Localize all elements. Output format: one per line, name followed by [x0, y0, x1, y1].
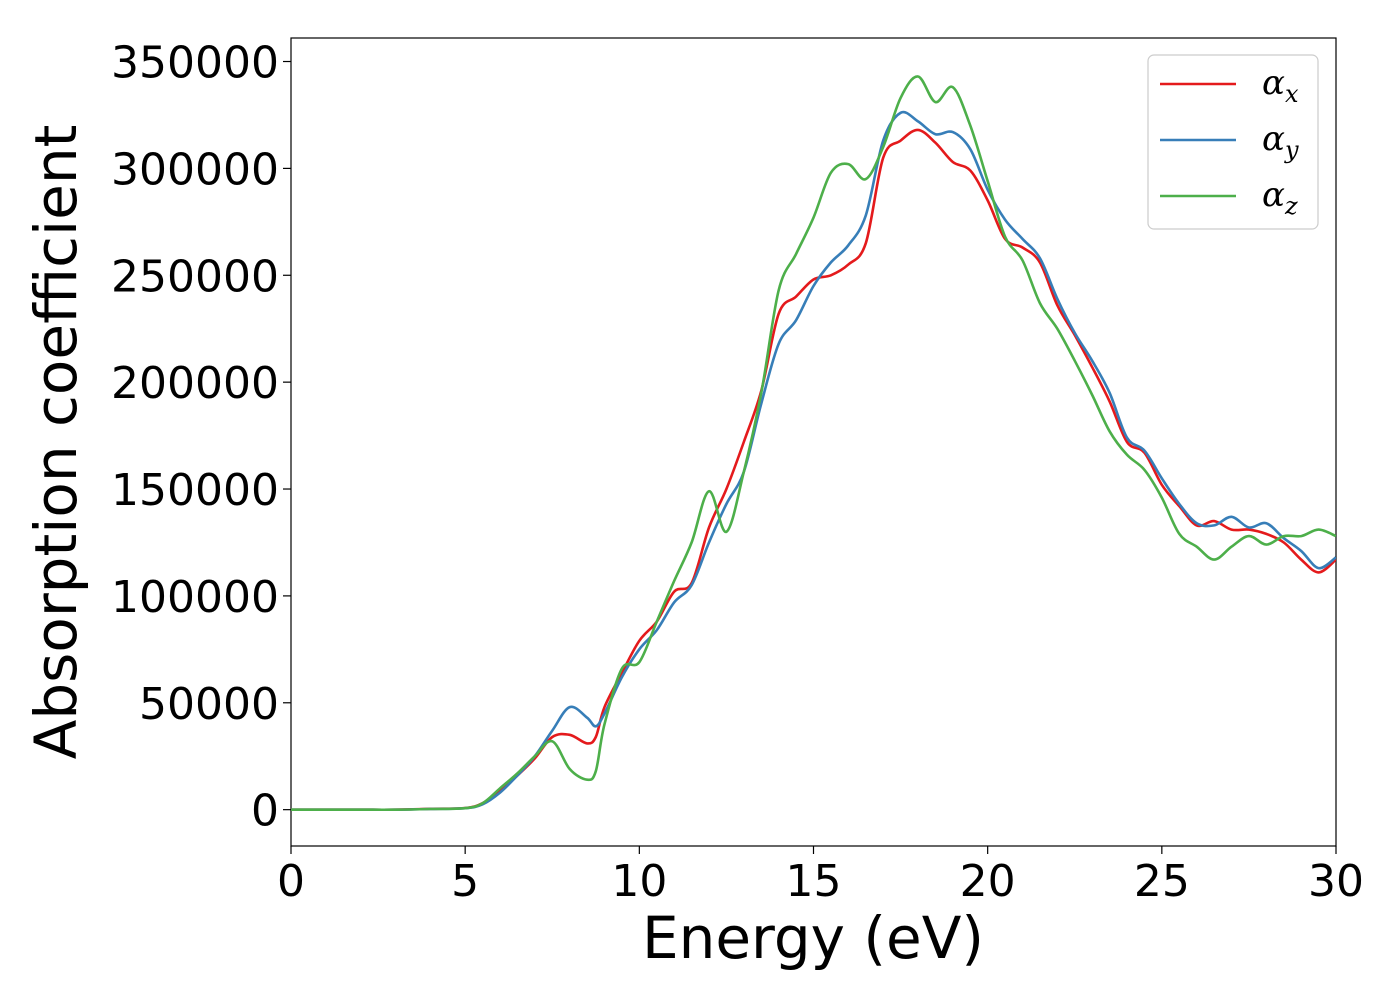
- x-tick-label: 20: [960, 856, 1016, 907]
- y-tick-label: 100000: [111, 572, 279, 623]
- x-tick-label: 10: [611, 856, 667, 907]
- series-layer: [291, 75, 1336, 812]
- x-tick-label: 15: [786, 856, 842, 907]
- y-tick-label: 200000: [111, 358, 279, 409]
- legend-label-z: αz: [1262, 175, 1298, 220]
- legend-label-symbol: α: [1262, 119, 1285, 159]
- legend-label-y: αy: [1262, 119, 1299, 164]
- x-tick-label: 25: [1134, 856, 1190, 907]
- x-tick-label: 0: [277, 856, 305, 907]
- y-tick-label: 150000: [111, 465, 279, 516]
- legend-label-symbol: α: [1262, 63, 1285, 103]
- legend-label-subscript: x: [1285, 80, 1299, 108]
- legend-label-x: αx: [1262, 63, 1299, 108]
- x-tick-label: 30: [1308, 856, 1364, 907]
- x-tick-label: 5: [451, 856, 479, 907]
- x-axis-title: Energy (eV): [642, 904, 984, 972]
- y-axis-title: Absorption coefficient: [22, 125, 90, 760]
- y-tick-label: 350000: [111, 38, 279, 89]
- legend-box: [1147, 54, 1319, 230]
- y-tick-label: 300000: [111, 144, 279, 195]
- legend-label-subscript: y: [1284, 136, 1299, 164]
- series-line-alpha-z: [291, 75, 1336, 812]
- y-tick-label: 50000: [139, 679, 279, 730]
- legend-label-subscript: z: [1284, 192, 1298, 220]
- x-axis-ticks: 0 5 10 15 20 25 30: [277, 846, 1364, 907]
- y-axis-ticks: 0 50000 100000 150000 200000 250000 300000 3500…: [111, 38, 291, 837]
- y-tick-label: 0: [251, 786, 279, 837]
- y-tick-label: 250000: [111, 251, 279, 302]
- legend-label-symbol: α: [1262, 175, 1285, 215]
